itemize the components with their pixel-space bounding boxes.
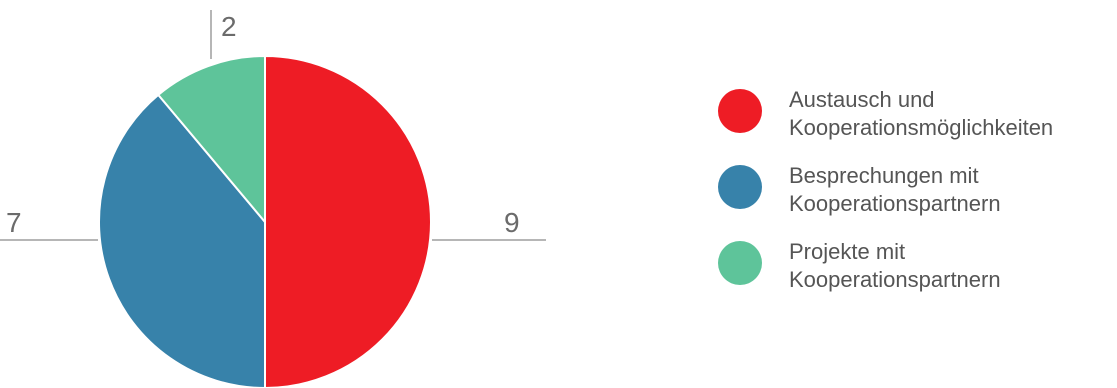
pie-slice-besprechungen: [98, 93, 266, 388]
legend-swatch-projekte: [718, 241, 762, 285]
legend-swatch-besprechungen: [718, 165, 762, 209]
legend: Austausch und Kooperationsmöglichkeiten …: [718, 86, 1113, 314]
data-label-projekte: 2: [221, 11, 237, 42]
data-label-austausch: 9: [504, 207, 520, 238]
pie-slice-projekte: [156, 54, 266, 225]
data-labels: 9 7 2: [6, 11, 520, 238]
pie-chart: 9 7 2: [0, 10, 546, 388]
legend-item-austausch: Austausch und Kooperationsmöglichkeiten: [718, 86, 1113, 142]
legend-label-austausch: Austausch und Kooperationsmöglichkeiten: [789, 87, 1054, 140]
pie-slice-austausch: [264, 54, 432, 388]
leader-lines: [0, 10, 546, 241]
legend-item-projekte: Projekte mit Kooperationspartnern: [718, 238, 1113, 294]
data-label-besprechungen: 7: [6, 207, 22, 238]
legend-swatch-austausch: [718, 89, 762, 133]
pie-slices: [98, 54, 432, 388]
legend-label-projekte: Projekte mit Kooperationspartnern: [789, 239, 1001, 292]
legend-label-besprechungen: Besprechungen mit Kooperationspartnern: [789, 163, 1001, 216]
legend-item-besprechungen: Besprechungen mit Kooperationspartnern: [718, 162, 1113, 218]
